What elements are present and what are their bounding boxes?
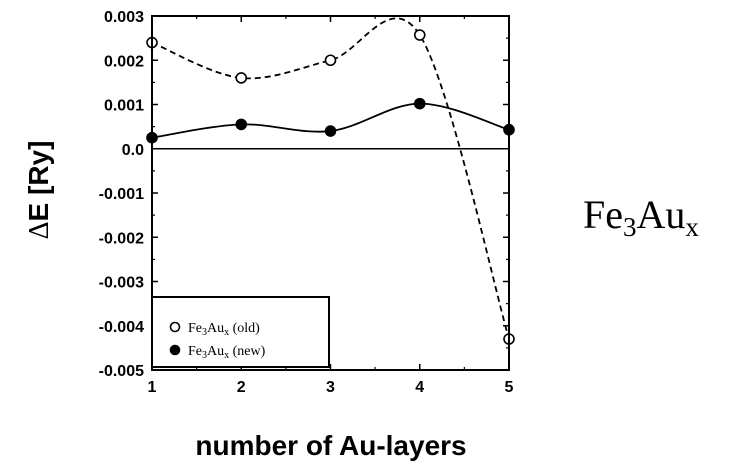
plot-frame [151, 15, 510, 371]
y-tick-label: -0.005 [99, 363, 144, 380]
legend-box [151, 296, 330, 368]
data-point-series-1 [413, 97, 426, 110]
y-axis-title-delta: Δ [24, 221, 55, 239]
y-tick-label: 0.002 [104, 53, 144, 70]
series-line-0 [151, 17, 510, 340]
side-label: Fe3Aux [583, 192, 699, 242]
y-tick-label: 0.003 [104, 9, 144, 26]
data-point-series-0 [324, 54, 337, 67]
series-lines-layer [151, 17, 510, 340]
y-axis-title-text: E [Ry] [23, 141, 54, 222]
y-tick-label: -0.003 [99, 275, 144, 292]
x-tick-label: 2 [237, 379, 246, 396]
legend-marker-new [169, 344, 181, 356]
y-tick-label: -0.001 [99, 186, 144, 203]
legend-marker-old [169, 321, 181, 333]
x-tick-label: 5 [505, 379, 514, 396]
data-point-series-0 [235, 72, 248, 84]
legend-label-old: Fe3Aux (old) [188, 321, 260, 338]
data-point-series-0 [413, 29, 426, 41]
data-point-series-1 [235, 118, 248, 131]
svg-text:ΔE [Ry]: ΔE [Ry] [23, 141, 55, 240]
x-axis-title: number of Au-layers [195, 430, 466, 461]
x-tick-label: 1 [148, 379, 157, 396]
x-tick-label: 4 [415, 379, 424, 396]
series-markers-layer [146, 29, 515, 345]
y-tick-label: 0.0 [122, 142, 144, 159]
data-point-series-1 [324, 125, 337, 137]
y-tick-label: -0.002 [99, 230, 144, 247]
legend-label-new: Fe3Aux (new) [188, 344, 266, 361]
x-tick-label: 3 [326, 379, 335, 396]
y-axis-title: ΔE [Ry] [23, 141, 55, 240]
legend: Fe3Aux (old) Fe3Aux (new) [151, 296, 330, 368]
y-tick-label: 0.001 [104, 98, 144, 115]
y-tick-label: -0.004 [99, 319, 144, 336]
